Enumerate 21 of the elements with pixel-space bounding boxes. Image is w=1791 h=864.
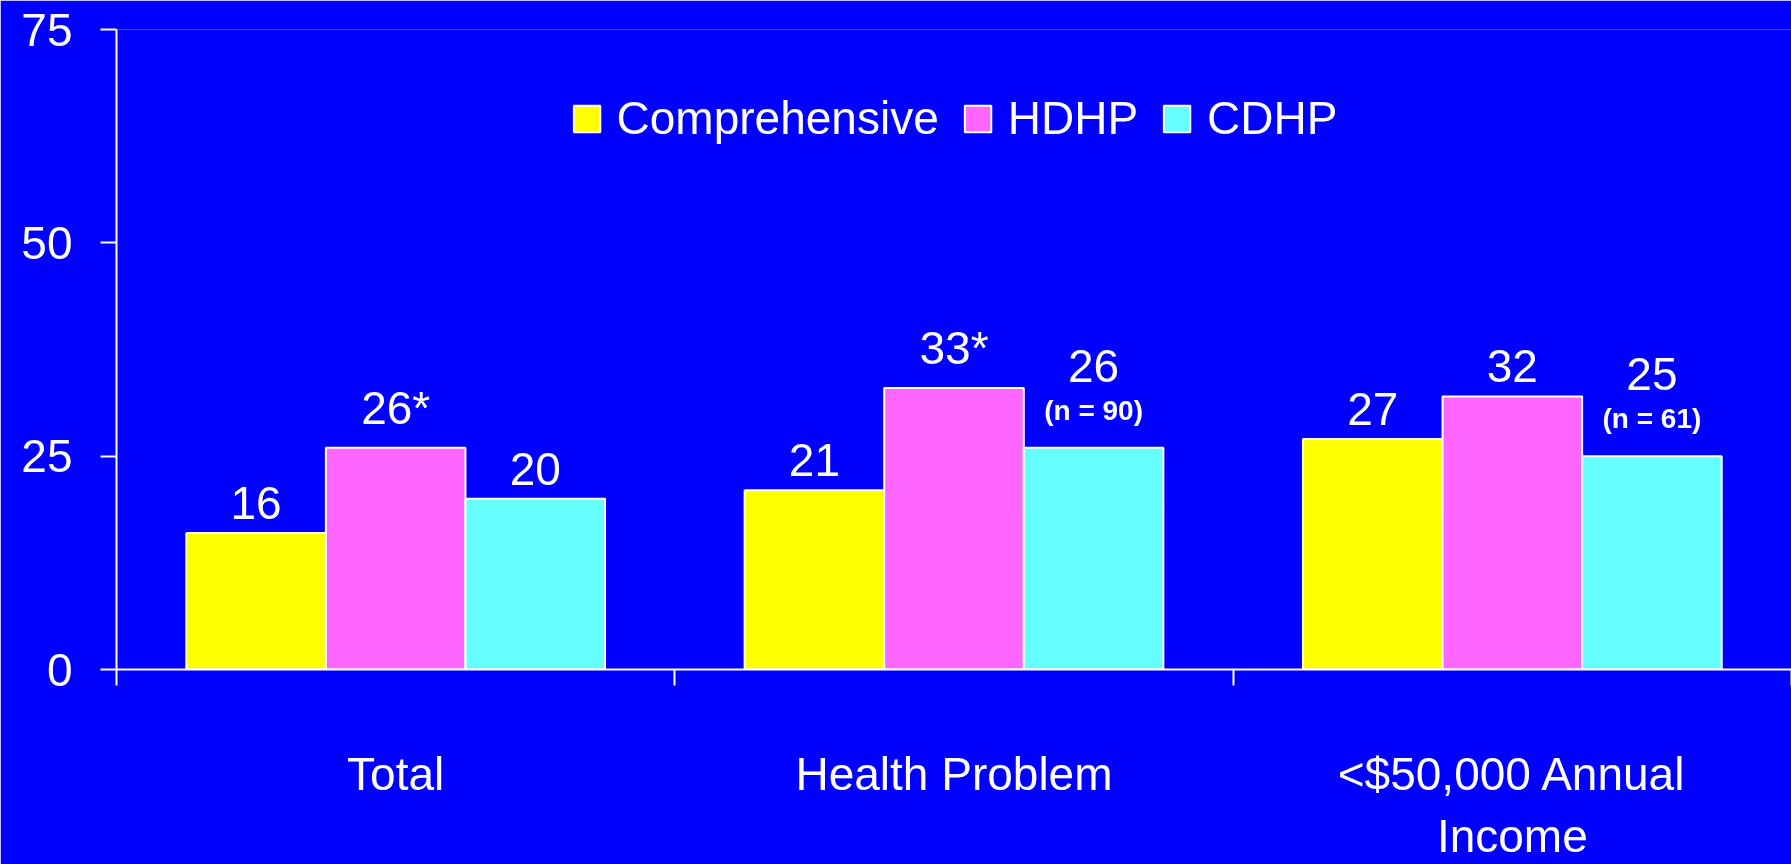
x-tick-label: Health Problem	[795, 747, 1113, 800]
y-tick-label: 50	[21, 216, 73, 269]
x-tick-label: <$50,000 Annual Income	[1337, 747, 1685, 862]
data-label: 16	[230, 476, 282, 529]
data-label: 26	[1068, 339, 1120, 392]
data-label: 21	[788, 434, 841, 487]
y-tick-label: 25	[21, 430, 73, 483]
legend-label: HDHP	[1007, 91, 1139, 145]
data-label: 25	[1626, 348, 1678, 401]
legend-label: CDHP	[1207, 91, 1338, 145]
data-label: 32	[1486, 340, 1538, 393]
y-tick-label: 0	[46, 643, 73, 696]
data-label: 27	[1347, 383, 1399, 436]
x-tick-label: Total	[347, 747, 445, 800]
data-label: 26*	[361, 381, 431, 434]
annotation: (n = 61)	[1602, 403, 1702, 435]
data-label: 20	[509, 442, 561, 495]
annotation: (n = 90)	[1044, 394, 1143, 426]
y-tick-label: 75	[21, 3, 73, 56]
legend-label: Comprehensive	[616, 91, 939, 145]
data-label: 33*	[919, 321, 989, 374]
